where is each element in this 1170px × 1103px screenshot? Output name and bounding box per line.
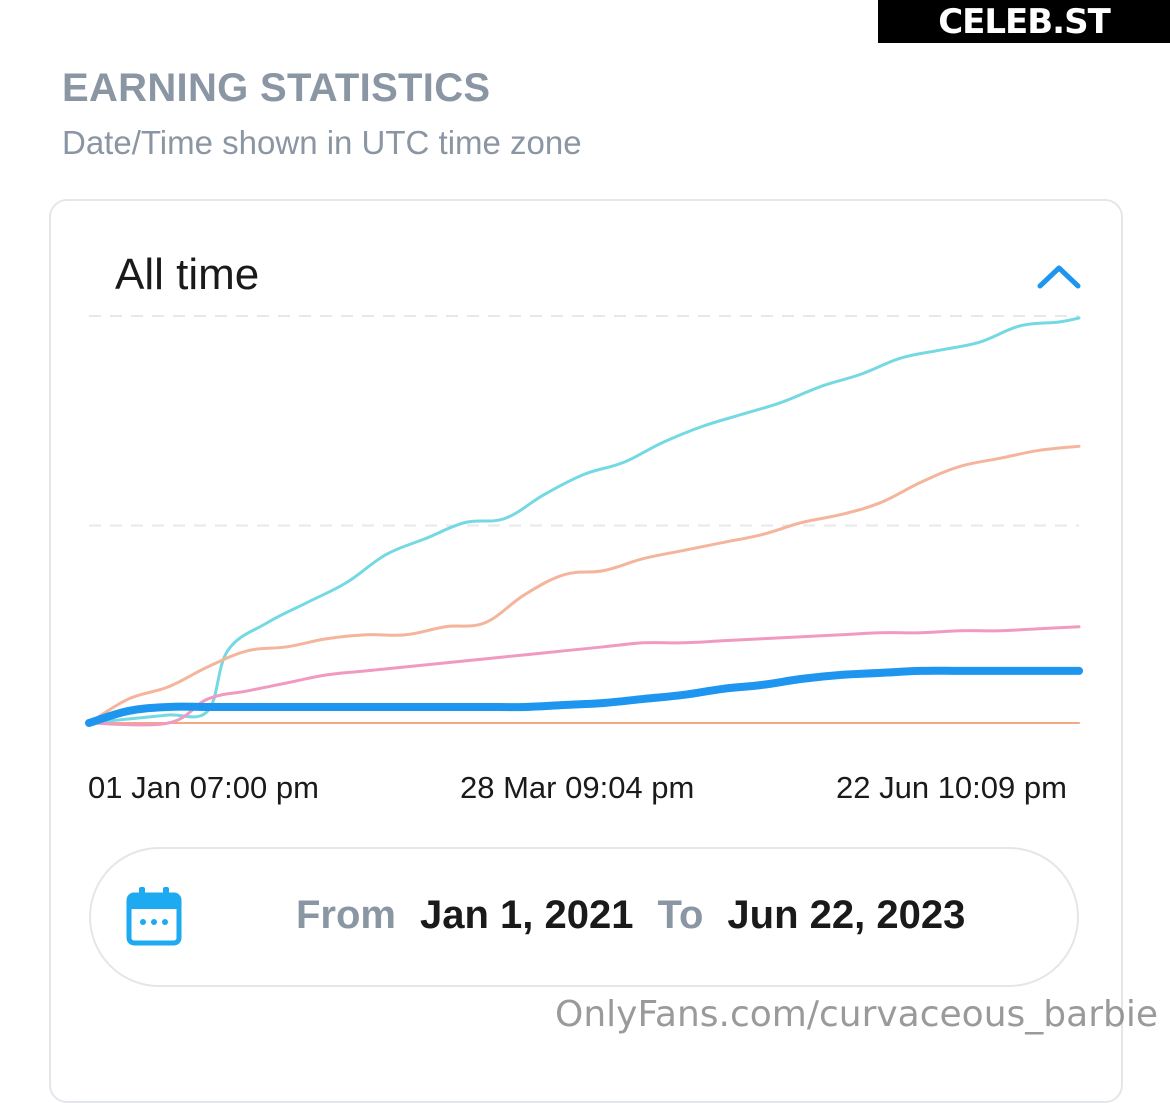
series-line [87, 316, 1081, 725]
watermark: OnlyFans.com/curvaceous_barbie [555, 994, 1158, 1035]
collapse-toggle-button[interactable] [1030, 254, 1088, 298]
page-title: EARNING STATISTICS [62, 66, 491, 110]
x-tick-label: 28 Mar 09:04 pm [460, 770, 695, 805]
from-label: From [296, 893, 396, 937]
series-line [87, 444, 1081, 725]
from-date: Jan 1, 2021 [420, 893, 634, 937]
series-line [87, 625, 1081, 727]
calendar-icon [126, 887, 182, 946]
series-line [85, 666, 1083, 727]
earnings-line-chart [85, 315, 1083, 727]
date-range-text: From Jan 1, 2021 To Jun 22, 2023 [296, 893, 965, 938]
to-date: Jun 22, 2023 [727, 893, 966, 937]
brand-badge: CELEB.ST [878, 0, 1170, 43]
to-label: To [657, 893, 704, 937]
date-range-picker[interactable]: From Jan 1, 2021 To Jun 22, 2023 [89, 847, 1079, 987]
x-tick-label: 22 Jun 10:09 pm [836, 770, 1067, 805]
x-tick-label: 01 Jan 07:00 pm [88, 770, 319, 805]
chevron-up-icon [1037, 265, 1081, 289]
period-label: All time [115, 250, 260, 299]
page-subtitle: Date/Time shown in UTC time zone [62, 124, 582, 161]
